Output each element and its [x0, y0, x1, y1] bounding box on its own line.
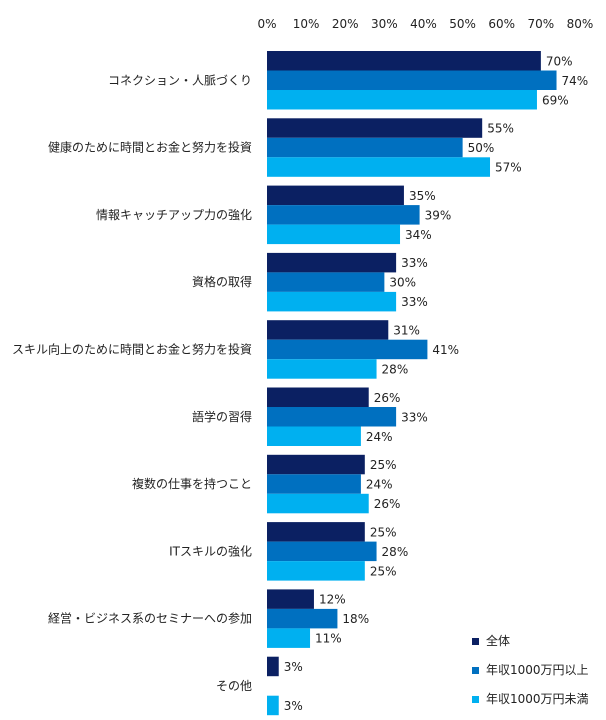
bar: [267, 137, 463, 158]
x-tick-label: 0%: [257, 17, 276, 31]
x-axis-ticks: 0% 10% 20% 30% 40% 50% 60% 70% 80%: [257, 17, 593, 31]
data-label: 33%: [401, 410, 428, 424]
data-label: 55%: [487, 122, 514, 136]
category-labels: コネクション・人脈づくり健康のために時間とお金と努力を投資情報キャッチアップ力の…: [12, 73, 252, 693]
x-tick-label: 40%: [410, 17, 437, 31]
data-label: 57%: [495, 161, 522, 175]
category-label: 資格の取得: [192, 274, 252, 289]
data-label: 24%: [366, 478, 393, 492]
data-label: 39%: [425, 208, 452, 222]
category-label: スキル向上のために時間とお金と努力を投資: [12, 341, 252, 356]
category-label: 健康のために時間とお金と努力を投資: [48, 140, 252, 155]
x-tick-label: 30%: [371, 17, 398, 31]
bar: [267, 541, 377, 562]
bar: [267, 407, 397, 427]
data-label: 26%: [374, 497, 401, 511]
data-label: 74%: [562, 74, 589, 88]
data-label: 70%: [546, 54, 573, 68]
bar: [267, 493, 369, 514]
bar: [267, 157, 491, 177]
data-label: 33%: [401, 295, 428, 309]
category-label: 経営・ビジネス系のセミナーへの参加: [48, 611, 252, 626]
data-label: 31%: [393, 323, 420, 337]
data-label: 41%: [432, 343, 459, 357]
bar: [267, 561, 365, 581]
data-labels: 70% 74% 69% 55% 50%57% 35% 39% 34% 33% 30% 33% 31% 4…: [284, 54, 588, 713]
category-label: その他: [216, 679, 252, 693]
data-label: 50%: [468, 141, 495, 155]
category-label: 複数の仕事を持つこと: [132, 476, 252, 491]
data-label: 25%: [370, 564, 397, 578]
bar: [267, 522, 365, 542]
data-label: 25%: [370, 525, 397, 539]
bar: [267, 474, 361, 494]
data-label: 12%: [319, 593, 346, 607]
bar: [267, 320, 389, 340]
category-label: ITスキルの強化: [169, 544, 252, 558]
legend-label: 年収1000万円以上: [486, 663, 589, 677]
data-label: 25%: [370, 458, 397, 472]
bar: [267, 339, 428, 360]
data-label: 3%: [284, 699, 303, 713]
data-label: 69%: [542, 93, 569, 107]
bar: [267, 70, 557, 90]
data-label: 28%: [382, 362, 409, 376]
data-label: 30%: [389, 276, 416, 290]
bar: [267, 628, 311, 648]
legend-swatch: [472, 667, 479, 674]
x-tick-label: 10%: [293, 17, 320, 31]
bar: [267, 224, 401, 245]
legend-label: 年収1000万円未満: [486, 692, 589, 706]
data-label: 26%: [374, 391, 401, 405]
legend-swatch: [472, 638, 479, 645]
bar: [267, 252, 397, 273]
data-label: 24%: [366, 430, 393, 444]
bar: [267, 695, 279, 716]
bar: [267, 387, 369, 407]
data-label: 18%: [342, 612, 369, 626]
category-label: 語学の習得: [192, 409, 252, 424]
legend-swatch: [472, 696, 479, 703]
bar: [267, 656, 279, 677]
bar: [267, 51, 541, 71]
category-label: 情報キャッチアップ力の強化: [96, 208, 252, 222]
bar: [267, 272, 385, 292]
x-tick-label: 80%: [567, 17, 594, 31]
bars: [267, 51, 557, 716]
bar: [267, 359, 377, 379]
x-tick-label: 20%: [332, 17, 359, 31]
data-label: 11%: [315, 632, 342, 646]
bar: [267, 185, 404, 206]
category-label: コネクション・人脈づくり: [108, 73, 252, 87]
bar: [267, 291, 397, 312]
bar: [267, 608, 338, 629]
bar: [267, 205, 420, 225]
bar: [267, 90, 537, 110]
bar: [267, 426, 361, 446]
data-label: 35%: [409, 189, 436, 203]
data-label: 33%: [401, 256, 428, 270]
data-label: 28%: [382, 545, 409, 559]
x-tick-label: 70%: [528, 17, 555, 31]
bar: [267, 589, 314, 609]
data-label: 3%: [284, 660, 303, 674]
x-tick-label: 50%: [449, 17, 476, 31]
bar: [267, 454, 365, 475]
bar: [267, 118, 483, 138]
legend-label: 全体: [486, 633, 510, 648]
data-label: 34%: [405, 228, 432, 242]
x-tick-label: 60%: [488, 17, 515, 31]
